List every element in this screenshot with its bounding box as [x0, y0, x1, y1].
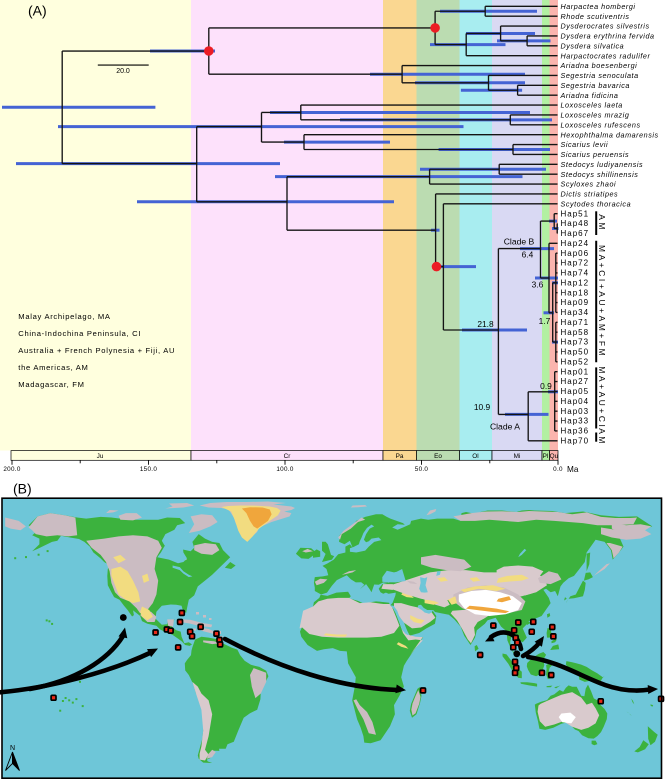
svg-text:Dysderocrates silvestris: Dysderocrates silvestris [561, 22, 650, 31]
svg-text:Madagascar, FM: Madagascar, FM [18, 380, 84, 389]
svg-text:(B): (B) [13, 481, 32, 497]
svg-text:Hap48: Hap48 [561, 219, 590, 228]
svg-text:200.0: 200.0 [3, 466, 20, 473]
svg-text:0.0: 0.0 [553, 466, 563, 473]
svg-text:Hap58: Hap58 [561, 328, 590, 337]
svg-text:Sicarius peruensis: Sicarius peruensis [561, 150, 630, 159]
svg-text:Malay Archipelago, MA: Malay Archipelago, MA [18, 312, 111, 321]
svg-text:Pa: Pa [396, 453, 404, 460]
svg-text:Harpactocrates radulifer: Harpactocrates radulifer [561, 51, 651, 60]
svg-text:Loxosceles laeta: Loxosceles laeta [561, 101, 623, 110]
svg-text:100.0: 100.0 [276, 466, 293, 473]
svg-text:Hap51: Hap51 [561, 209, 590, 218]
svg-text:150.0: 150.0 [140, 466, 157, 473]
svg-text:Harpactea hombergi: Harpactea hombergi [561, 2, 636, 11]
svg-text:Clade B: Clade B [504, 236, 535, 246]
svg-text:Ju: Ju [97, 453, 104, 460]
svg-text:Hap34: Hap34 [561, 308, 590, 317]
svg-text:Dysdera erythrina fervida: Dysdera erythrina fervida [561, 32, 655, 41]
svg-text:AM: AM [597, 428, 607, 446]
svg-text:Loxosceles mrazig: Loxosceles mrazig [561, 111, 630, 120]
svg-text:MA+CI+AU+AM+FM: MA+CI+AU+AM+FM [597, 245, 607, 358]
svg-text:Hap09: Hap09 [561, 298, 590, 307]
svg-text:Stedocys ludiyanensis: Stedocys ludiyanensis [561, 160, 644, 169]
svg-text:(A): (A) [28, 3, 47, 19]
svg-text:Ariadna boesenbergi: Ariadna boesenbergi [560, 61, 638, 70]
svg-text:China-Indochina Peninsula, CI: China-Indochina Peninsula, CI [18, 329, 141, 338]
svg-text:MA+AU+CI: MA+AU+CI [597, 366, 607, 429]
svg-text:Hap24: Hap24 [561, 239, 590, 248]
svg-text:Ma: Ma [567, 465, 579, 474]
svg-text:Eo: Eo [434, 453, 442, 460]
svg-text:0.9: 0.9 [540, 381, 552, 391]
svg-text:Hap01: Hap01 [561, 367, 590, 376]
svg-text:50.0: 50.0 [415, 466, 429, 473]
svg-text:Hap36: Hap36 [561, 427, 590, 436]
svg-text:the Americas, AM: the Americas, AM [18, 363, 88, 372]
svg-text:21.8: 21.8 [477, 319, 494, 329]
svg-text:Mi: Mi [514, 453, 521, 460]
svg-text:Segestria senoculata: Segestria senoculata [561, 71, 639, 80]
svg-text:Hap73: Hap73 [561, 338, 590, 347]
svg-text:Hap70: Hap70 [561, 436, 590, 445]
svg-text:Ol: Ol [472, 453, 478, 460]
svg-text:Scytodes thoracica: Scytodes thoracica [561, 199, 632, 208]
svg-text:Hap27: Hap27 [561, 377, 590, 386]
svg-text:Hap12: Hap12 [561, 278, 590, 287]
svg-text:Segestria bavarica: Segestria bavarica [561, 81, 630, 90]
svg-text:Rhode scutiventris: Rhode scutiventris [561, 12, 630, 21]
svg-text:Hap52: Hap52 [561, 357, 590, 366]
svg-text:1.7: 1.7 [539, 316, 551, 326]
svg-text:3.6: 3.6 [532, 279, 544, 289]
svg-text:Hap04: Hap04 [561, 397, 590, 406]
svg-text:Ariadna fidicina: Ariadna fidicina [560, 91, 619, 100]
svg-text:Loxosceles rufescens: Loxosceles rufescens [561, 120, 641, 129]
svg-text:Qu: Qu [550, 453, 559, 460]
svg-text:Stedocys shillinensis: Stedocys shillinensis [561, 170, 639, 179]
svg-text:Dysdera silvatica: Dysdera silvatica [561, 41, 625, 50]
svg-text:Hap74: Hap74 [561, 269, 590, 278]
svg-text:Hap18: Hap18 [561, 288, 590, 297]
svg-text:Scyloxes zhaoi: Scyloxes zhaoi [561, 180, 617, 189]
svg-text:Cr: Cr [284, 453, 292, 460]
svg-text:Clade A: Clade A [490, 421, 520, 431]
svg-text:Hap50: Hap50 [561, 348, 590, 357]
svg-text:Hap67: Hap67 [561, 229, 590, 238]
svg-text:Hap06: Hap06 [561, 249, 590, 258]
svg-text:AM: AM [597, 214, 607, 232]
svg-text:Pl: Pl [543, 453, 549, 460]
svg-text:10.9: 10.9 [474, 402, 491, 412]
svg-text:Hap33: Hap33 [561, 417, 590, 426]
svg-text:Dictis striatipes: Dictis striatipes [561, 190, 619, 199]
svg-text:Hap72: Hap72 [561, 259, 590, 268]
svg-text:Hap05: Hap05 [561, 387, 590, 396]
svg-text:20.0: 20.0 [116, 68, 130, 75]
svg-text:Australia + French Polynesia +: Australia + French Polynesia + Fiji, AU [18, 346, 175, 355]
svg-text:Hexophthalma damarensis: Hexophthalma damarensis [561, 130, 659, 139]
svg-text:Sicarius levii: Sicarius levii [561, 140, 609, 149]
svg-text:Hap71: Hap71 [561, 318, 590, 327]
svg-text:Hap03: Hap03 [561, 407, 590, 416]
svg-text:N: N [10, 745, 15, 752]
svg-text:6.4: 6.4 [522, 250, 534, 260]
